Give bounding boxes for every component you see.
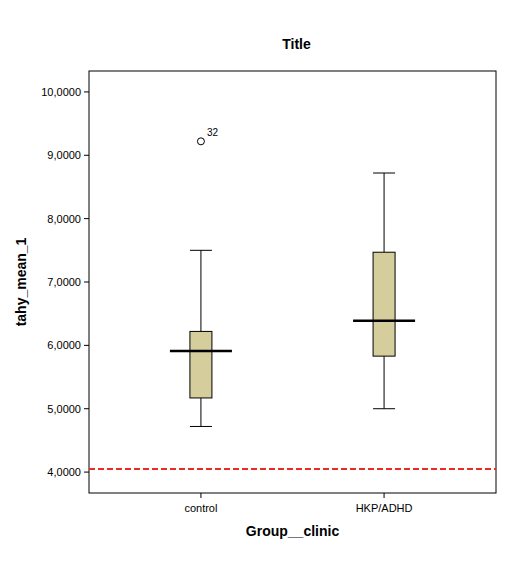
whisker-cap-upper — [190, 250, 212, 251]
median — [170, 350, 232, 353]
whisker-cap-upper — [373, 173, 395, 174]
x-tick — [384, 493, 385, 498]
reference-line — [89, 468, 496, 470]
chart: Title 4,0000 5,0000 6,0000 7,0000 8,0000 9,000… — [0, 0, 506, 562]
y-tick — [84, 472, 89, 473]
title: Title — [282, 36, 311, 52]
outlier-label: 32 — [207, 127, 219, 138]
whisker-lower — [384, 356, 385, 409]
whisker-upper — [200, 250, 201, 331]
x-tick-label: control — [184, 502, 217, 514]
y-tick-label: 9,0000 — [47, 149, 81, 161]
y-tick-label: 4,0000 — [47, 466, 81, 478]
x-tick — [200, 493, 201, 498]
plot-area — [89, 138, 496, 469]
x-axis-label: Group__clinic — [246, 523, 340, 539]
y-tick — [84, 282, 89, 283]
whisker-lower — [200, 398, 201, 427]
y-tick — [84, 408, 89, 409]
y-tick-label: 8,0000 — [47, 213, 81, 225]
plot-frame — [89, 71, 496, 493]
x-tick-label: HKP/ADHD — [356, 502, 413, 514]
y-tick-label: 6,0000 — [47, 339, 81, 351]
y-tick — [84, 91, 89, 92]
box — [190, 331, 212, 398]
y-tick-label: 10,0000 — [41, 86, 81, 98]
y-tick — [84, 345, 89, 346]
y-axis-label: tahy_mean_1 — [13, 237, 29, 326]
whisker-cap-lower — [190, 426, 212, 427]
y-tick — [84, 155, 89, 156]
box — [373, 252, 395, 356]
y-tick-label: 7,0000 — [47, 276, 81, 288]
y-tick-label: 5,0000 — [47, 403, 81, 415]
whisker-cap-lower — [373, 408, 395, 409]
labels: 32 — [207, 127, 219, 138]
whisker-upper — [384, 173, 385, 252]
y-tick — [84, 218, 89, 219]
median — [353, 319, 415, 322]
outlier — [197, 138, 204, 145]
